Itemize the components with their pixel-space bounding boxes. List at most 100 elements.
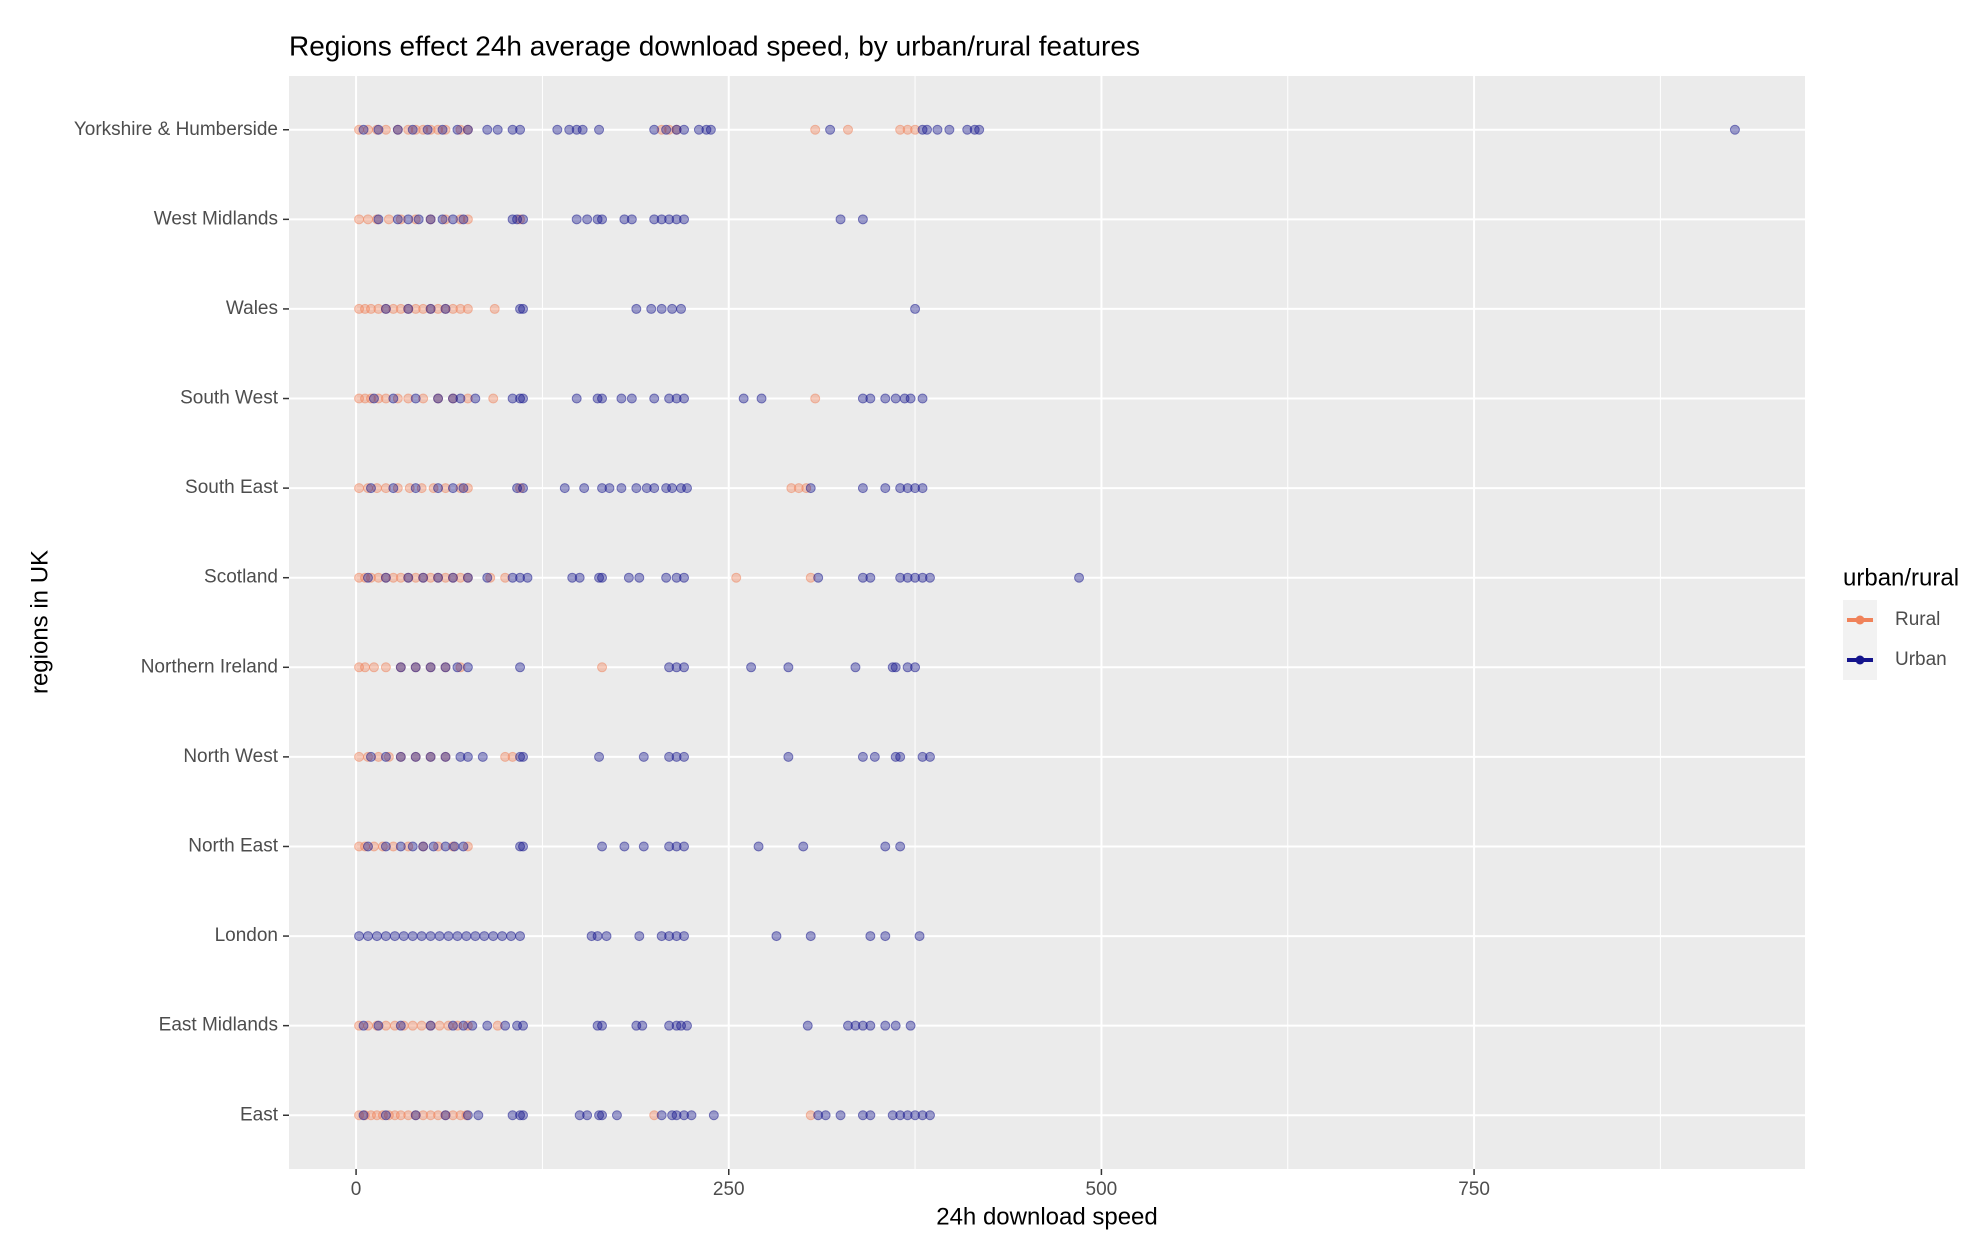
point <box>671 751 682 762</box>
point <box>917 751 928 762</box>
point <box>410 751 421 762</box>
point <box>597 1020 608 1031</box>
point <box>363 214 374 225</box>
point <box>482 572 493 583</box>
point <box>825 124 836 135</box>
point <box>440 841 451 852</box>
point <box>507 572 518 583</box>
point <box>518 303 529 314</box>
chart-title: Regions effect 24h average download spee… <box>289 30 1140 61</box>
point <box>880 1020 891 1031</box>
point <box>910 1110 921 1121</box>
point <box>407 841 418 852</box>
point <box>686 1110 697 1121</box>
point <box>489 303 500 314</box>
point <box>413 214 424 225</box>
point <box>522 572 533 583</box>
point <box>440 214 451 225</box>
point <box>388 483 399 494</box>
point <box>470 393 481 404</box>
point <box>679 1110 690 1121</box>
point <box>890 1020 901 1031</box>
point <box>425 303 436 314</box>
point <box>416 931 427 942</box>
point <box>410 483 421 494</box>
point <box>440 303 451 314</box>
point <box>363 572 374 583</box>
point <box>905 393 916 404</box>
point <box>679 931 690 942</box>
point <box>682 483 693 494</box>
point <box>368 662 379 673</box>
point <box>597 393 608 404</box>
point <box>619 214 630 225</box>
point <box>515 483 526 494</box>
y-tick-label: East Midlands <box>159 1015 278 1036</box>
point <box>462 751 473 762</box>
point <box>798 841 809 852</box>
point <box>631 303 642 314</box>
point <box>497 931 508 942</box>
point <box>813 1110 824 1121</box>
point <box>679 841 690 852</box>
point <box>365 572 376 583</box>
point <box>805 483 816 494</box>
y-tick-label: West Midlands <box>154 208 278 229</box>
point <box>869 751 880 762</box>
point <box>842 124 853 135</box>
point <box>418 303 429 314</box>
y-axis-title: regions in UK <box>26 550 53 694</box>
point <box>380 124 391 135</box>
point <box>354 751 365 762</box>
point <box>783 751 794 762</box>
point <box>559 483 570 494</box>
x-tick-label: 250 <box>713 1179 745 1200</box>
point <box>693 124 704 135</box>
point <box>403 214 414 225</box>
point <box>679 214 690 225</box>
point <box>488 393 499 404</box>
point <box>434 931 445 942</box>
point <box>452 662 463 673</box>
point <box>895 841 906 852</box>
point <box>410 662 421 673</box>
y-tick-label: London <box>215 925 278 946</box>
point <box>440 1110 451 1121</box>
point <box>626 393 637 404</box>
point <box>373 303 384 314</box>
point <box>649 1110 660 1121</box>
point <box>447 483 458 494</box>
point <box>410 214 421 225</box>
point <box>373 751 384 762</box>
point <box>802 1020 813 1031</box>
point <box>835 214 846 225</box>
point <box>786 483 797 494</box>
point <box>388 841 399 852</box>
point <box>592 931 603 942</box>
point <box>746 662 757 673</box>
point <box>887 1110 898 1121</box>
point <box>641 483 652 494</box>
y-tick-label: South East <box>185 477 279 498</box>
point <box>810 124 821 135</box>
point <box>380 931 391 942</box>
point <box>462 1110 473 1121</box>
point <box>458 1020 469 1031</box>
point <box>380 393 391 404</box>
point <box>679 662 690 673</box>
legend-title: urban/rural <box>1843 564 1959 591</box>
point <box>447 572 458 583</box>
point <box>395 214 406 225</box>
point <box>887 662 898 673</box>
point <box>461 931 472 942</box>
point <box>365 483 376 494</box>
point <box>671 662 682 673</box>
point <box>425 124 436 135</box>
point <box>425 751 436 762</box>
point <box>395 1110 406 1121</box>
legend-point <box>1855 615 1865 625</box>
point <box>611 1110 622 1121</box>
point <box>664 393 675 404</box>
point <box>354 214 365 225</box>
